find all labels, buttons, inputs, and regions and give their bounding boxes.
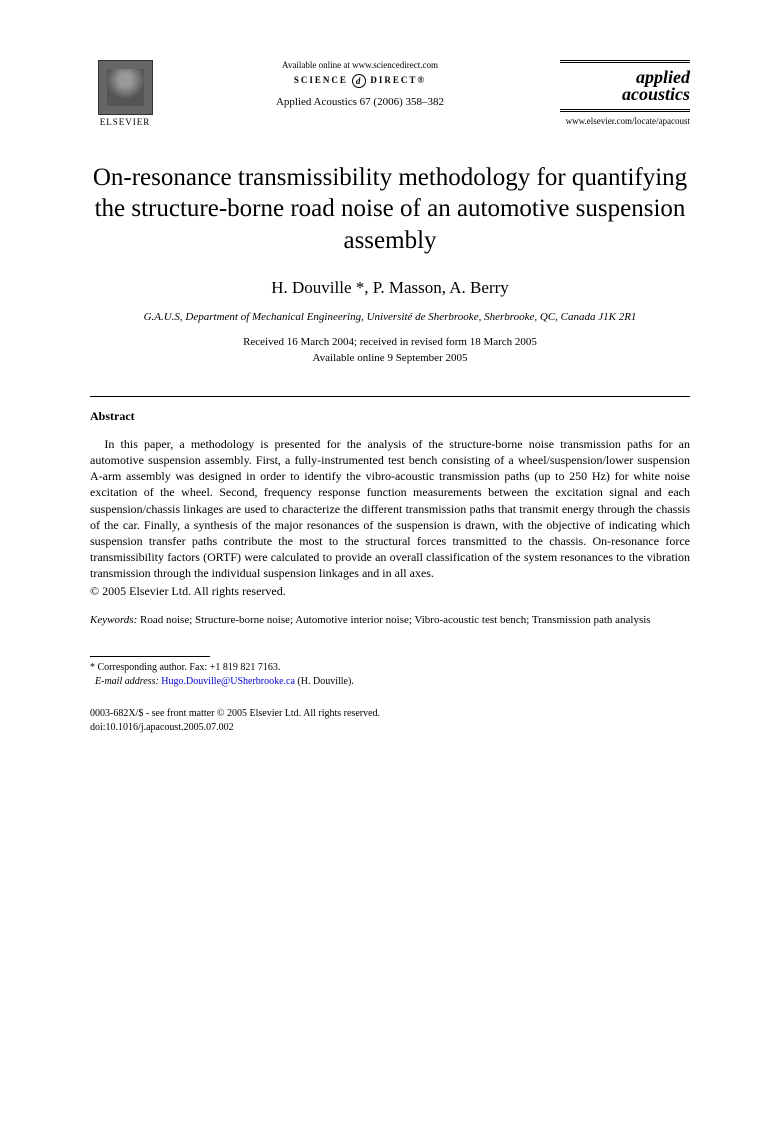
authors: H. Douville *, P. Masson, A. Berry [90,278,690,298]
header-row: ELSEVIER Available online at www.science… [90,60,690,127]
footer-front-matter: 0003-682X/$ - see front matter © 2005 El… [90,707,690,721]
available-online-text: Available online at www.sciencedirect.co… [170,60,550,70]
corresponding-author: * Corresponding author. Fax: +1 819 821 … [90,661,690,675]
sd-text-1: SCIENCE [294,75,348,85]
footnote-block: * Corresponding author. Fax: +1 819 821 … [90,661,690,689]
journal-name-line2: acoustics [560,86,690,103]
footer-doi: doi:10.1016/j.apacoust.2005.07.002 [90,721,690,735]
online-date: Available online 9 September 2005 [90,351,690,366]
abstract-body: In this paper, a methodology is presente… [90,436,690,582]
science-direct-logo: SCIENCE d DIRECT® [170,74,550,88]
journal-url: www.elsevier.com/locate/apacoust [560,116,690,126]
email-line: E-mail address: Hugo.Douville@USherbrook… [90,675,690,689]
abstract-copyright: © 2005 Elsevier Ltd. All rights reserved… [90,584,690,599]
article-dates: Received 16 March 2004; received in revi… [90,335,690,366]
elsevier-tree-icon [98,60,153,115]
journal-reference: Applied Acoustics 67 (2006) 358–382 [170,96,550,108]
sd-swirl-icon: d [352,74,366,88]
header-center: Available online at www.sciencedirect.co… [160,60,560,108]
keywords-text: Road noise; Structure-borne noise; Autom… [137,614,650,626]
footnote-rule [90,656,210,657]
sd-text-2: DIRECT® [370,75,426,85]
publisher-logo: ELSEVIER [90,60,160,127]
article-title: On-resonance transmissibility methodolog… [90,162,690,256]
received-date: Received 16 March 2004; received in revi… [90,335,690,350]
keywords-label: Keywords: [90,614,137,626]
divider-top [90,396,690,397]
abstract-heading: Abstract [90,409,690,424]
journal-name: applied acoustics [560,60,690,112]
keywords: Keywords: Road noise; Structure-borne no… [90,613,690,628]
publisher-name: ELSEVIER [90,117,160,127]
email-suffix: (H. Douville). [295,676,354,687]
email-address[interactable]: Hugo.Douville@USherbrooke.ca [161,676,295,687]
email-label: E-mail address: [95,676,159,687]
journal-box: applied acoustics www.elsevier.com/locat… [560,60,690,126]
footer: 0003-682X/$ - see front matter © 2005 El… [90,707,690,735]
affiliation: G.A.U.S, Department of Mechanical Engine… [90,310,690,325]
